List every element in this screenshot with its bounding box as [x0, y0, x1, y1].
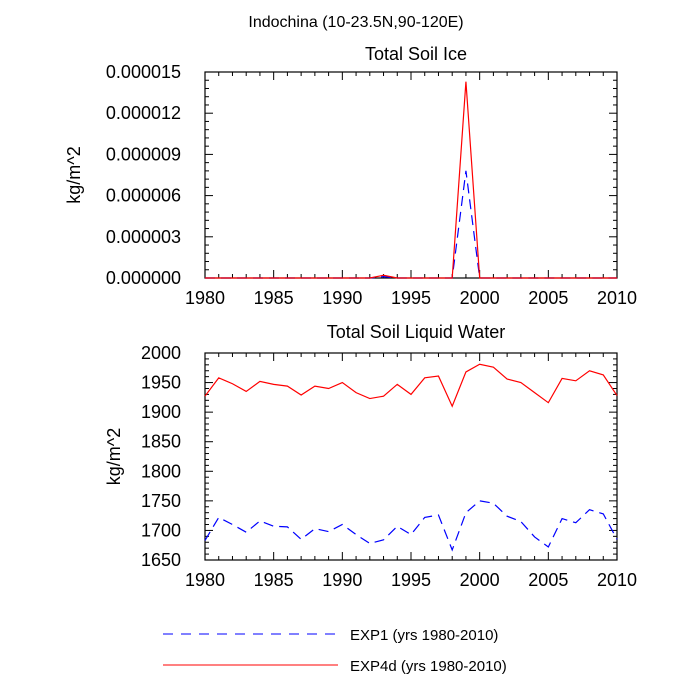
legend-label-exp1: EXP1 (yrs 1980-2010)	[350, 627, 498, 644]
legend: EXP1 (yrs 1980-2010) EXP4d (yrs 1980-201…	[163, 627, 507, 675]
figure-title: Indochina (10-23.5N,90-120E)	[248, 14, 463, 31]
y-tick-label: 1650	[141, 550, 181, 570]
x-tick-label: 1995	[391, 288, 431, 308]
panel-title: Total Soil Liquid Water	[327, 322, 505, 342]
plot-frame	[204, 352, 618, 561]
series-line-exp4d	[205, 81, 617, 279]
series-line-exp1	[205, 170, 617, 279]
x-tick-label: 2005	[528, 570, 568, 590]
y-axis-label: kg/m^2	[104, 428, 124, 485]
y-tick-label: 0.000000	[106, 268, 181, 288]
y-tick-label: 1850	[141, 432, 181, 452]
x-tick-label: 1990	[322, 288, 362, 308]
y-tick-label: 0.000015	[106, 62, 181, 82]
series-line-exp1	[204, 500, 618, 552]
y-tick-label: 0.000006	[106, 186, 181, 206]
x-tick-label: 2000	[460, 570, 500, 590]
x-tick-label: 1990	[322, 570, 362, 590]
soil-ice-panel: Total Soil Ice kg/m^2 1980 1985 1990 1995 2000…	[64, 44, 637, 308]
y-axis-label: kg/m^2	[64, 146, 84, 203]
y-tick-label: 0.000012	[106, 103, 181, 123]
plot-frame	[204, 71, 618, 279]
x-tick-label: 1980	[185, 570, 225, 590]
y-tick-label: 1800	[141, 461, 181, 481]
y-tick-label: 0.000003	[106, 227, 181, 247]
x-tick-label: 2000	[460, 288, 500, 308]
x-tick-label: 2010	[597, 570, 637, 590]
y-tick-label: 1950	[141, 373, 181, 393]
y-tick-label: 1750	[141, 491, 181, 511]
legend-label-exp4d: EXP4d (yrs 1980-2010)	[350, 658, 507, 675]
x-tick-label: 1985	[254, 570, 294, 590]
y-tick-label: 2000	[141, 343, 181, 363]
panel-title: Total Soil Ice	[365, 44, 467, 64]
x-tick-label: 1980	[185, 288, 225, 308]
y-tick-label: 0.000009	[106, 144, 181, 164]
y-tick-label: 1700	[141, 520, 181, 540]
x-tick-label: 2010	[597, 288, 637, 308]
x-tick-label: 1995	[391, 570, 431, 590]
x-tick-label: 2005	[528, 288, 568, 308]
soil-liquid-water-panel: Total Soil Liquid Water kg/m^2 1980 1985 199…	[104, 322, 637, 590]
y-tick-label: 1900	[141, 402, 181, 422]
x-tick-label: 1985	[254, 288, 294, 308]
series-line-exp4d	[204, 363, 618, 408]
